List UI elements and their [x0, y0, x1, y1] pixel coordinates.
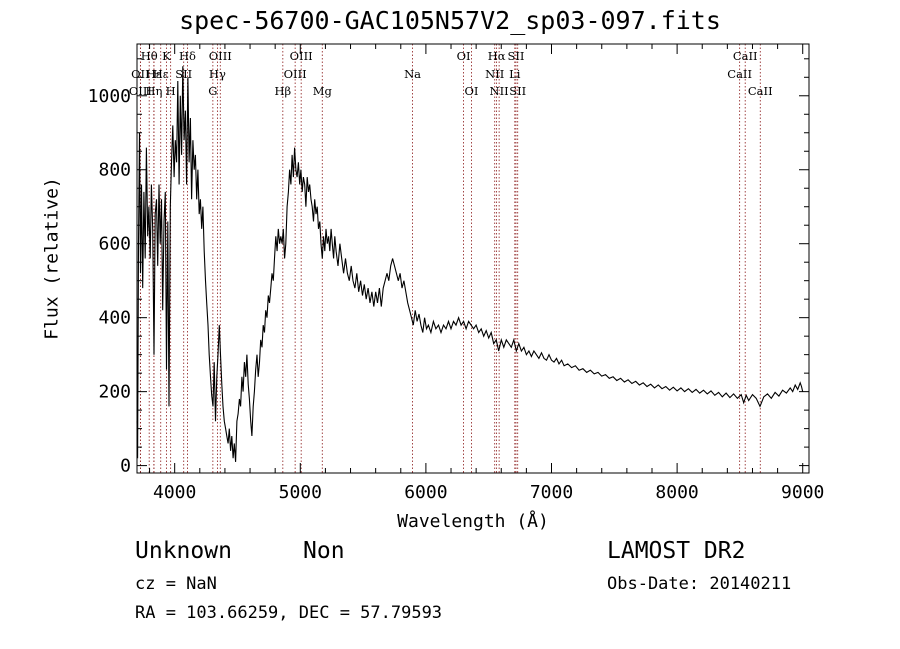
line-label: OIII: [284, 67, 307, 81]
x-tick-label: 7000: [530, 482, 573, 503]
y-tick-label: 800: [98, 160, 131, 181]
line-label: Hδ: [179, 49, 196, 63]
line-label: Hη: [145, 84, 162, 98]
line-label: NII: [490, 84, 509, 98]
x-tick-label: 9000: [781, 482, 824, 503]
line-label: Hβ: [274, 84, 291, 98]
y-tick-label: 0: [120, 456, 131, 477]
line-label: OIII: [209, 49, 232, 63]
subclass-label: Non: [303, 538, 345, 564]
line-label: OI: [457, 49, 471, 63]
y-axis-label: Flux (relative): [41, 177, 63, 340]
plot-frame: [136, 43, 810, 474]
line-label: OIII: [290, 49, 313, 63]
line-label: Hε: [153, 67, 169, 81]
line-label: CaII: [733, 49, 758, 63]
y-tick-label: 200: [98, 382, 131, 403]
line-label: CaII: [748, 84, 773, 98]
x-tick-label: 4000: [153, 482, 196, 503]
x-axis-label: Wavelength (Å): [397, 511, 549, 532]
line-label: SII: [507, 49, 524, 63]
y-tick-label: 600: [98, 234, 131, 255]
line-label: OII: [131, 67, 150, 81]
line-label: SII: [509, 84, 526, 98]
y-tick-label: 400: [98, 308, 131, 329]
line-label: Li: [509, 67, 521, 81]
line-label: OIII: [129, 84, 152, 98]
line-label: Hγ: [209, 67, 226, 81]
line-label: SII: [175, 67, 192, 81]
line-label: Hε: [146, 67, 162, 81]
x-tick-label: 8000: [655, 482, 698, 503]
line-label: Hθ: [141, 49, 158, 63]
x-tick-label: 6000: [404, 482, 447, 503]
survey-label: LAMOST DR2: [607, 538, 746, 564]
line-markers: [139, 44, 761, 473]
plot-border: [136, 43, 810, 474]
line-label: G: [208, 84, 217, 98]
y-tick-label: 1000: [88, 86, 131, 107]
obs-date: Obs-Date: 20140211: [607, 574, 792, 594]
line-label: CaII: [727, 67, 752, 81]
line-label: OI: [465, 84, 479, 98]
line-label: Na: [404, 67, 421, 81]
line-label: K: [162, 49, 171, 63]
spectrum-line: [136, 66, 804, 462]
line-label: Mg: [313, 84, 333, 98]
redshift-value: cz = NaN: [135, 574, 217, 594]
coordinates: RA = 103.66259, DEC = 57.79593: [135, 603, 443, 623]
line-label: Hα: [488, 49, 506, 63]
class-label: Unknown: [135, 538, 232, 564]
chart-title: spec-56700-GAC105N57V2_sp03-097.fits: [179, 6, 721, 35]
line-label: H: [166, 84, 176, 98]
line-label: NII: [485, 67, 504, 81]
x-tick-label: 5000: [279, 482, 322, 503]
axis-ticks: 4000 5000 6000 7000 8000 9000 0 200 400 600 800 100…: [88, 44, 824, 503]
